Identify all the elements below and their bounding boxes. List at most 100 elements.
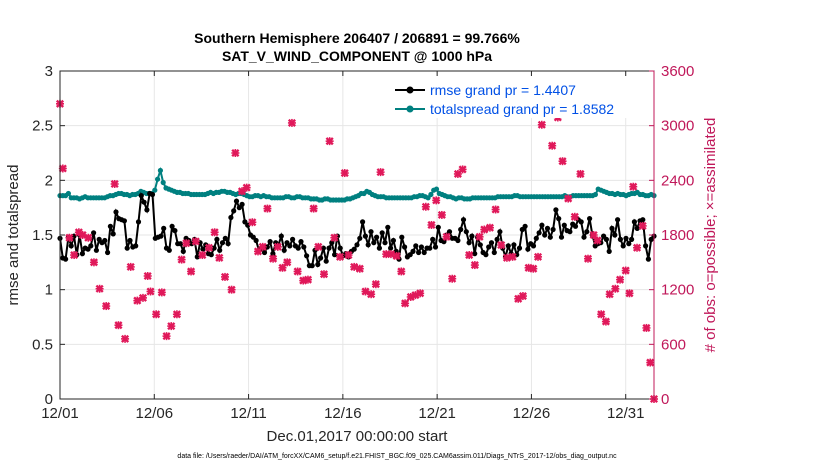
rmse-point (603, 236, 610, 242)
assimilated-marker (283, 258, 292, 267)
rmse-point (620, 243, 626, 249)
y-right-tick-label: 1800 (661, 227, 694, 244)
rmse-point (629, 236, 635, 242)
rmse-point (388, 245, 394, 251)
rmse-point (561, 222, 567, 228)
rmse-point (298, 239, 304, 245)
assimilated-marker (458, 165, 467, 174)
rmse-point (617, 236, 624, 242)
rmse-point (360, 219, 366, 225)
assimilated-marker (406, 292, 415, 302)
rmse-point (287, 243, 293, 249)
rmse-point (472, 251, 478, 257)
assimilated-marker (611, 284, 620, 293)
assimilated-marker (465, 250, 474, 260)
y-left-tick-label: 3 (45, 63, 53, 80)
rmse-point (264, 244, 270, 250)
assimilated-marker (601, 317, 610, 326)
rmse-point (219, 240, 226, 246)
rmse-point (413, 243, 419, 249)
assimilated-marker (231, 148, 240, 158)
assimilated-marker (215, 253, 224, 262)
assimilated-marker (191, 237, 200, 246)
rmse-point (135, 219, 142, 225)
assimilated-marker (421, 202, 430, 211)
assimilated-marker (146, 287, 155, 296)
assimilated-marker (314, 242, 323, 251)
rmse-point (211, 245, 217, 251)
x-axis-ticks: 12/01 12/06 12/11 12/16 12/21 12/26 12/31 (41, 71, 644, 422)
rmse-point (634, 225, 640, 231)
rmse-point (483, 252, 489, 258)
rmse-point (427, 245, 433, 251)
data-file-footnote: data file: /Users/raeder/DAI/ATM_forcXX/… (177, 453, 617, 460)
rmse-point (458, 226, 464, 233)
rmse-point (351, 246, 357, 252)
rmse-point (357, 235, 363, 241)
rmse-point (556, 216, 562, 222)
y-right-axis-label: # of obs: o=possible; ×=assimilated (702, 118, 719, 353)
rmse-point (253, 237, 259, 244)
assimilated-marker (642, 323, 651, 332)
rmse-point (544, 225, 551, 231)
assimilated-marker (126, 262, 135, 271)
rmse-point (169, 223, 175, 229)
assimilated-marker (84, 233, 93, 242)
assimilated-marker (367, 290, 376, 299)
rmse-point (385, 224, 391, 230)
rmse-point (222, 235, 228, 241)
assimilated-marker (533, 252, 543, 261)
assimilated-marker (273, 242, 282, 251)
rmse-point (558, 234, 565, 240)
rmse-point (93, 247, 99, 253)
rmse-point (430, 236, 436, 242)
rmse-point (158, 233, 164, 239)
assimilated-marker (110, 179, 119, 189)
rmse-point (390, 237, 396, 244)
rmse-point (584, 229, 590, 235)
assimilated-marker (646, 358, 655, 367)
assimilated-marker (309, 204, 318, 213)
legend: rmse grand pr = 1.4407 totalspread grand… (392, 76, 650, 118)
rmse-point (416, 249, 422, 256)
rmse-point (180, 248, 186, 254)
rmse-point (371, 240, 377, 246)
rmse-point (102, 237, 108, 244)
assimilated-marker (621, 266, 630, 275)
y-left-axis-ticks: 0 0.5 1 1.5 2 2.5 3 (32, 63, 65, 408)
rmse-point (477, 242, 483, 248)
rmse-point (315, 261, 321, 268)
assimilated-marker (198, 250, 207, 260)
assimilated-marker (485, 223, 494, 232)
assimilated-marker (162, 332, 171, 341)
rmse-point (441, 239, 447, 245)
rmse-point (491, 249, 497, 256)
rmse-point (267, 239, 273, 245)
rmse-point (337, 245, 343, 251)
rmse-point (332, 252, 338, 258)
rmse-point (640, 217, 646, 223)
assimilated-marker (319, 270, 329, 279)
assimilated-marker (89, 258, 98, 267)
rmse-point (161, 225, 167, 231)
rmse-point (166, 247, 172, 253)
assimilated-marker (121, 334, 130, 343)
assimilated-marker (293, 267, 302, 276)
assimilated-marker (437, 210, 446, 220)
rmse-point (516, 245, 523, 251)
rmse-point (144, 207, 150, 213)
assimilated-marker (597, 310, 606, 319)
rmse-point (435, 224, 441, 230)
rmse-point (368, 229, 374, 235)
rmse-point (455, 237, 461, 244)
assimilated-marker (325, 137, 334, 146)
assimilated-marker (157, 288, 166, 297)
rmse-point (578, 219, 584, 225)
y-right-tick-label: 600 (661, 336, 686, 353)
y-right-tick-label: 2400 (661, 172, 694, 189)
assimilated-marker (491, 205, 500, 214)
y-right-axis-ticks: 0 600 1200 1800 2400 3000 3600 (649, 63, 694, 408)
assimilated-marker (58, 164, 67, 173)
y-right-tick-label: 3600 (661, 63, 694, 80)
assimilated-marker (287, 118, 296, 127)
